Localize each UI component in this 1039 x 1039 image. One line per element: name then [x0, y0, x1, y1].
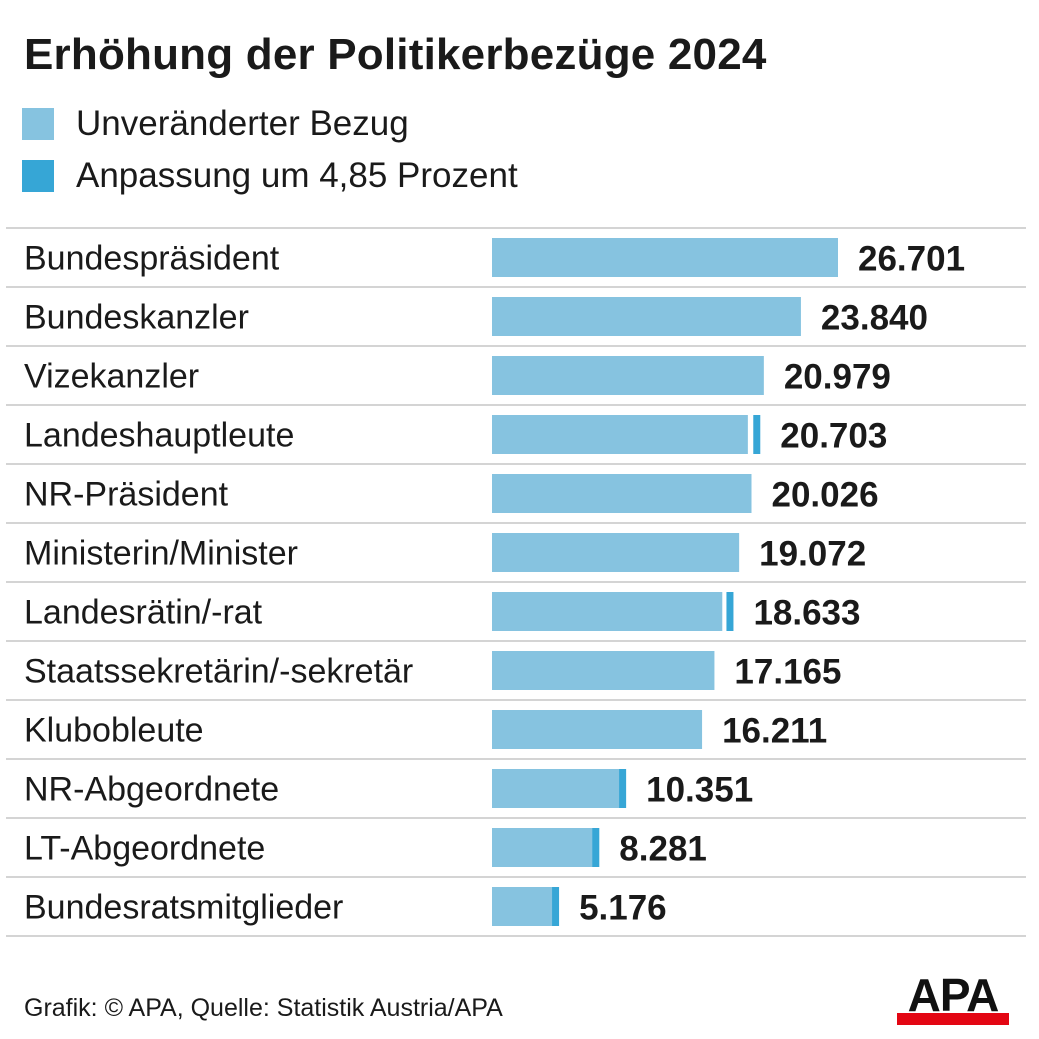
bar-unchanged	[492, 297, 801, 336]
legend-swatch-unchanged	[22, 108, 54, 140]
category-label: Landeshauptleute	[24, 417, 294, 455]
chart-title: Erhöhung der Politikerbezüge 2024	[24, 30, 767, 79]
bar-row: Landeshauptleute 20.703	[24, 415, 887, 456]
bar-row: Bundesratsmitglieder 5.176	[24, 887, 667, 928]
value-label: 26.701	[858, 240, 965, 279]
bar-row: Ministerin/Minister 19.072	[24, 533, 866, 574]
bar-unchanged	[492, 651, 715, 690]
bar-unchanged	[492, 887, 556, 926]
value-label: 16.211	[722, 712, 827, 751]
value-label: 20.026	[772, 476, 879, 515]
apa-logo: APA	[897, 969, 1009, 1025]
category-label: Vizekanzler	[24, 358, 199, 396]
bar-unchanged	[492, 356, 764, 395]
bar-unchanged	[492, 710, 703, 749]
legend-label-adjustment: Anpassung um 4,85 Prozent	[76, 156, 518, 195]
legend-item-unchanged: Unveränderter Bezug	[22, 104, 409, 144]
category-label: NR-Präsident	[24, 476, 229, 514]
bar-row: Vizekanzler 20.979	[24, 356, 891, 397]
legend-label-unchanged: Unveränderter Bezug	[76, 104, 409, 143]
bar-unchanged	[492, 415, 748, 454]
category-label: Ministerin/Minister	[24, 535, 298, 573]
category-label: Bundespräsident	[24, 240, 280, 278]
bar-row: NR-Präsident 20.026	[24, 474, 879, 515]
bar-adjustment	[753, 415, 761, 454]
source-footer: Grafik: © APA, Quelle: Statistik Austria…	[24, 994, 503, 1022]
apa-logo-bar	[897, 1013, 1009, 1025]
category-label: Bundesratsmitglieder	[24, 889, 343, 927]
bar-unchanged	[492, 533, 740, 572]
value-label: 17.165	[734, 653, 841, 692]
legend-item-adjustment: Anpassung um 4,85 Prozent	[22, 156, 518, 196]
bar-row: Klubobleute 16.211	[24, 710, 827, 751]
bar-row: Bundespräsident 26.701	[24, 238, 965, 279]
value-label: 23.840	[821, 299, 928, 338]
bar-adjustment	[552, 887, 560, 926]
category-label: Staatssekretärin/-sekretär	[24, 653, 413, 691]
bar-unchanged	[492, 238, 838, 277]
value-label: 20.979	[784, 358, 891, 397]
category-label: Klubobleute	[24, 712, 204, 750]
bar-adjustment	[619, 769, 627, 808]
category-label: Landesrätin/-rat	[24, 594, 263, 632]
bar-adjustment	[592, 828, 600, 867]
bar-adjustment	[726, 592, 734, 631]
category-label: NR-Abgeordnete	[24, 771, 279, 809]
legend-swatch-adjustment	[22, 160, 54, 192]
bar-row: Landesrätin/-rat 18.633	[24, 592, 861, 633]
bar-row: Bundeskanzler 23.840	[24, 297, 928, 338]
value-label: 18.633	[753, 594, 860, 633]
bar-row: LT-Abgeordnete 8.281	[24, 828, 707, 869]
value-label: 10.351	[646, 771, 753, 810]
category-label: Bundeskanzler	[24, 299, 249, 337]
value-label: 5.176	[579, 889, 667, 928]
bar-unchanged	[492, 828, 595, 867]
value-label: 8.281	[619, 830, 707, 869]
category-label: LT-Abgeordnete	[24, 830, 265, 868]
bar-row: Staatssekretärin/-sekretär 17.165	[24, 651, 841, 692]
bar-unchanged	[492, 474, 752, 513]
apa-logo-text: APA	[907, 969, 1000, 1021]
bar-unchanged	[492, 769, 620, 808]
bar-unchanged	[492, 592, 723, 631]
bar-row: NR-Abgeordnete 10.351	[24, 769, 753, 810]
value-label: 19.072	[759, 535, 866, 574]
value-label: 20.703	[780, 417, 887, 456]
